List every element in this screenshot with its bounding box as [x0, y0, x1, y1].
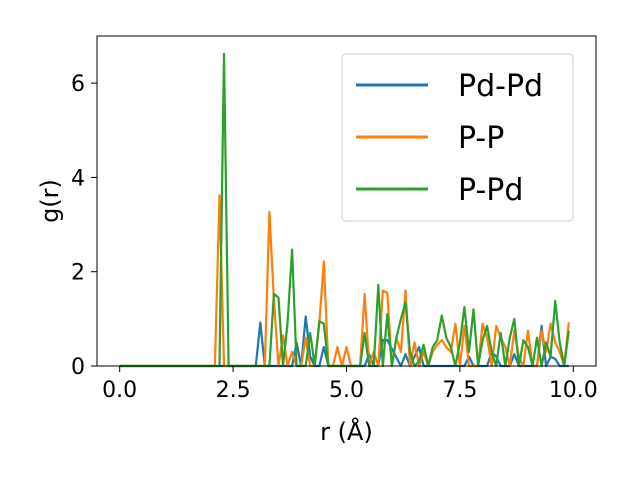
- y-axis: 0 2 4 6: [71, 72, 97, 380]
- legend-label-p-pd: P-Pd: [458, 173, 523, 208]
- legend-label-p-p: P-P: [458, 121, 504, 156]
- y-axis-label: g(r): [36, 179, 64, 223]
- x-tick-label: 0.0: [102, 378, 137, 403]
- y-tick-label: 4: [71, 166, 85, 191]
- legend-label-pd-pd: Pd-Pd: [458, 69, 543, 104]
- y-tick-label: 6: [71, 72, 85, 97]
- y-tick-label: 2: [71, 261, 85, 286]
- y-tick-label: 0: [71, 355, 85, 380]
- x-tick-label: 10.0: [549, 378, 598, 403]
- x-tick-label: 2.5: [216, 378, 251, 403]
- x-tick-label: 7.5: [442, 378, 477, 403]
- legend-box: [341, 53, 574, 222]
- legend: Pd-Pd P-P P-Pd: [341, 53, 574, 222]
- x-tick-label: 5.0: [329, 378, 364, 403]
- x-axis: 0.0 2.5 5.0 7.5 10.0: [102, 366, 598, 403]
- x-axis-label: r (Å): [320, 417, 373, 446]
